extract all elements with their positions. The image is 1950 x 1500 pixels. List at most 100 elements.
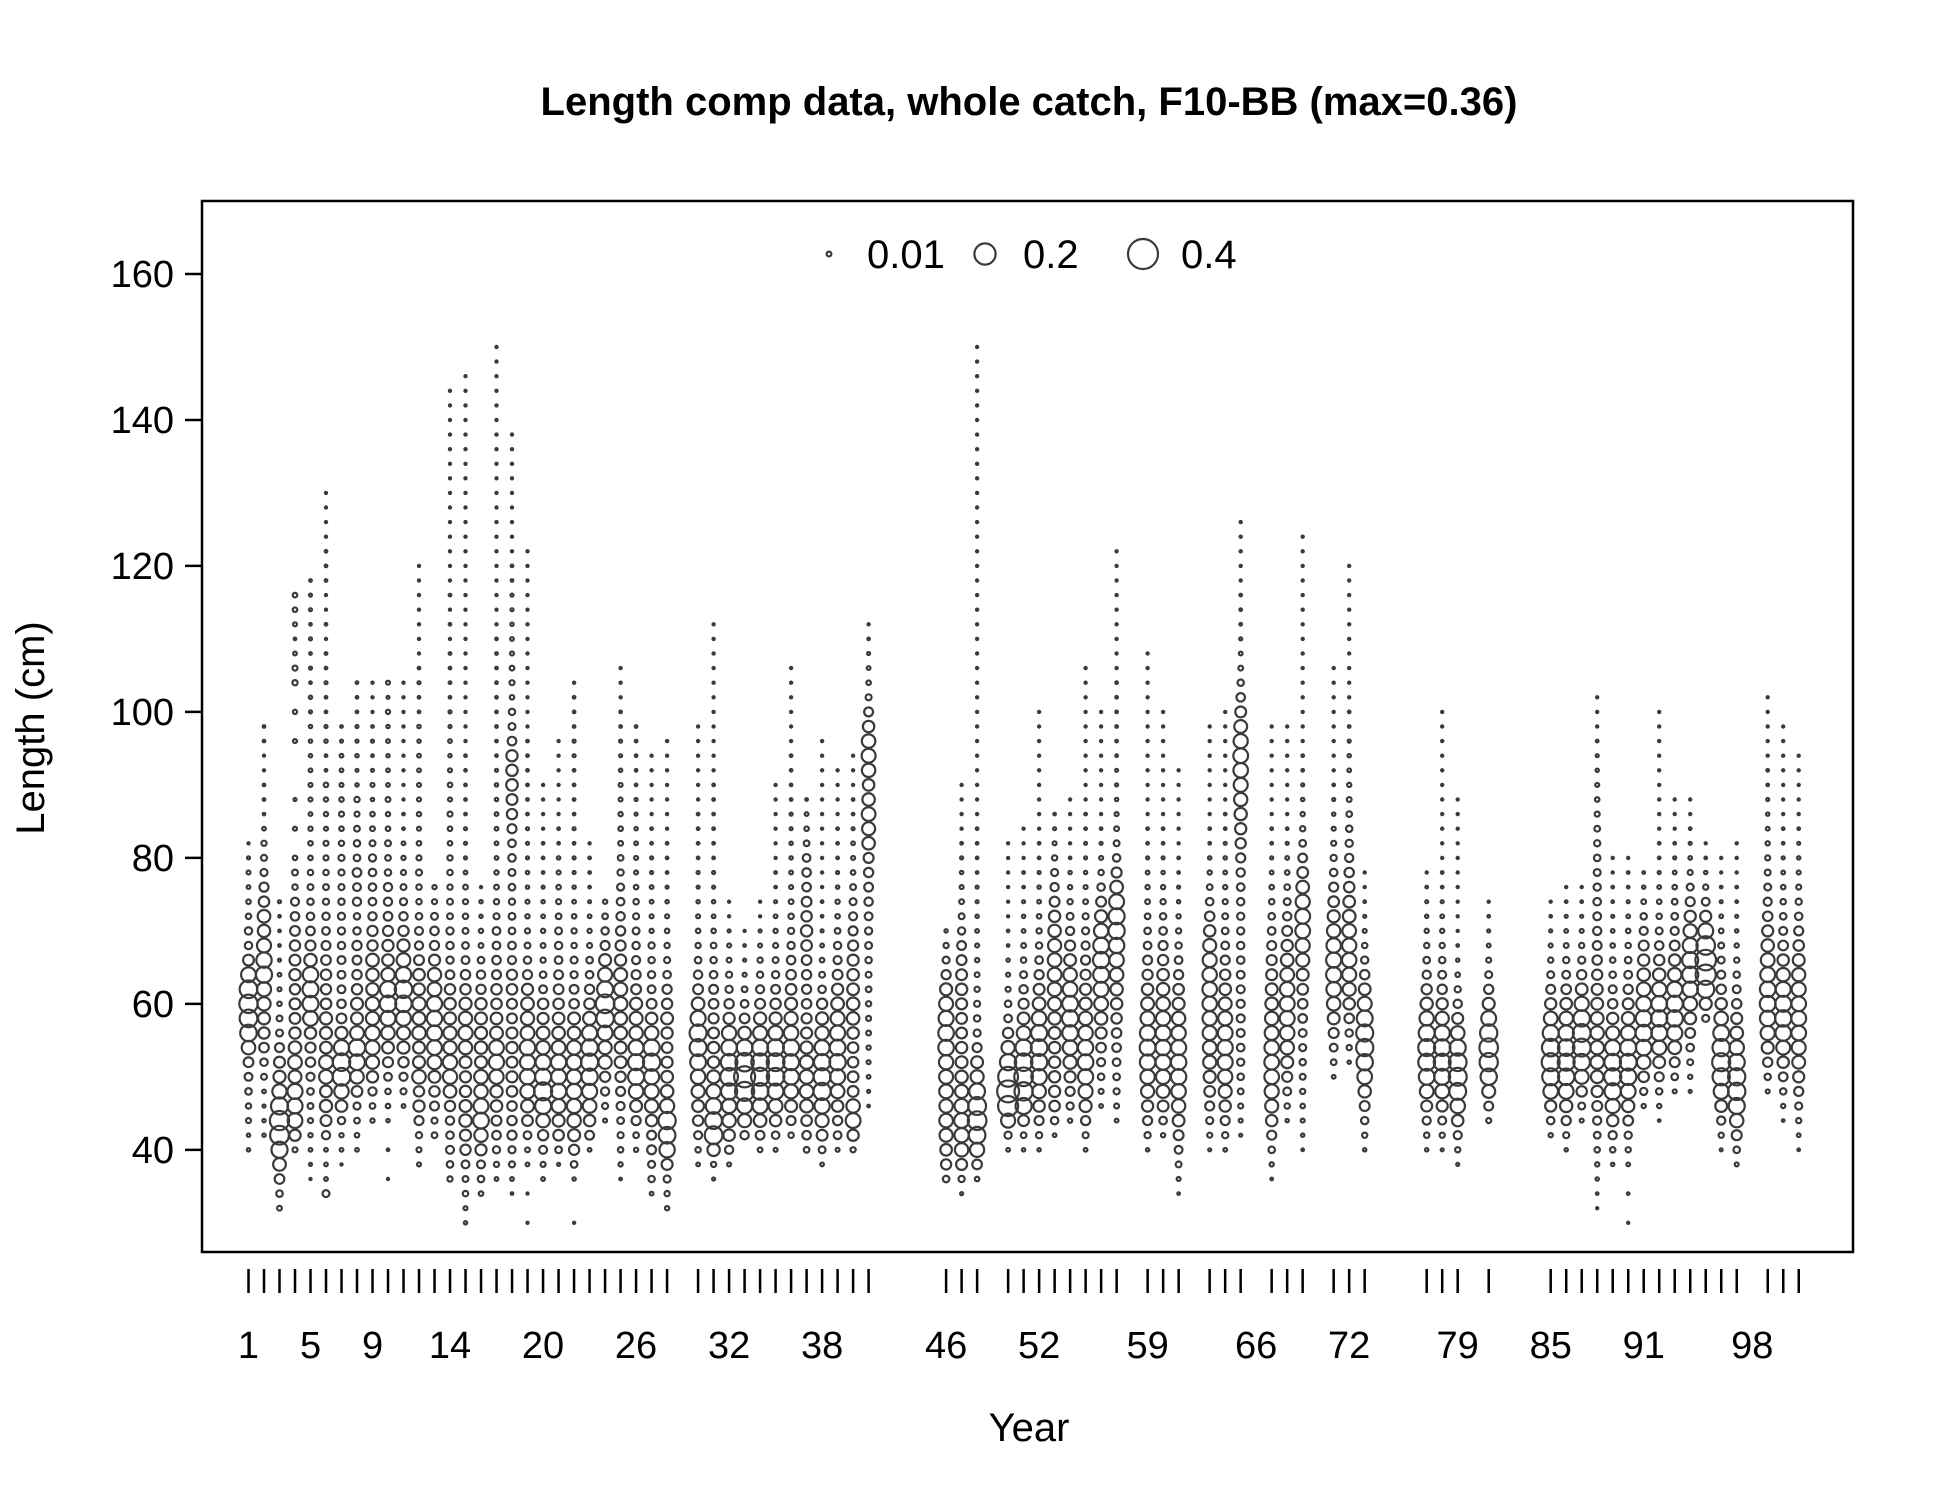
- bubble: [658, 1141, 676, 1159]
- bubble: [660, 1055, 674, 1069]
- bubble: [1702, 869, 1709, 876]
- bubble: [307, 781, 314, 788]
- bubble: [306, 868, 315, 877]
- bubble: [1283, 1102, 1292, 1110]
- bubble: [411, 996, 427, 1012]
- bubble: [1579, 899, 1585, 905]
- bubble: [773, 884, 778, 890]
- bubble: [973, 956, 981, 964]
- year-97-bubbles: [1726, 841, 1747, 1168]
- bubble: [1439, 913, 1446, 920]
- bubble: [1699, 909, 1713, 923]
- bubble: [1780, 738, 1786, 744]
- bubble: [1346, 709, 1352, 715]
- bubble: [337, 839, 346, 848]
- bubble: [1083, 797, 1088, 802]
- bubble: [1561, 969, 1572, 980]
- bubble: [646, 1129, 658, 1141]
- bubble: [1453, 985, 1462, 994]
- bubble: [307, 1161, 314, 1168]
- bubble: [491, 925, 502, 936]
- bubble: [1093, 909, 1109, 924]
- year-28-bubbles: [657, 738, 677, 1212]
- bubble: [1765, 724, 1770, 729]
- bubble: [494, 432, 499, 437]
- bubble: [291, 664, 299, 672]
- bubble: [1049, 867, 1060, 878]
- bubble: [289, 924, 301, 937]
- bubble: [1066, 898, 1074, 906]
- bubble: [1439, 709, 1445, 715]
- bubble: [463, 797, 468, 802]
- bubble: [1267, 911, 1277, 921]
- bubble: [772, 899, 779, 905]
- chart-title: Length comp data, whole catch, F10-BB (m…: [541, 80, 1518, 124]
- bubble: [1607, 1129, 1618, 1141]
- bubble: [711, 636, 716, 642]
- bubble: [818, 956, 826, 964]
- bubble: [385, 1147, 391, 1153]
- bubble: [1281, 924, 1294, 937]
- bubble: [630, 954, 642, 966]
- bubble: [569, 970, 579, 980]
- bubble: [493, 767, 500, 773]
- bubble: [613, 1025, 629, 1041]
- bubble: [445, 940, 455, 951]
- bubble: [354, 723, 360, 730]
- bubble: [1204, 896, 1215, 907]
- y-tick-label: 60: [132, 984, 174, 1026]
- bubble: [567, 1011, 582, 1026]
- bubble: [1622, 983, 1634, 996]
- bubble: [1713, 1010, 1730, 1027]
- bubble: [1422, 1131, 1431, 1140]
- bubble: [1450, 1113, 1465, 1128]
- bubble: [1703, 855, 1709, 861]
- bubble: [1218, 968, 1232, 981]
- bubble: [1592, 911, 1603, 922]
- bubble: [245, 898, 252, 906]
- x-tick-label: 38: [801, 1325, 843, 1367]
- bubble: [865, 1014, 873, 1022]
- bubble: [1684, 896, 1696, 908]
- x-tick-label: 46: [925, 1325, 967, 1367]
- bubble: [972, 999, 982, 1008]
- bubble: [276, 986, 283, 993]
- bubble: [1145, 709, 1150, 715]
- bubble: [864, 985, 873, 994]
- bubble: [1083, 665, 1088, 671]
- bubble: [292, 636, 298, 642]
- bubble: [321, 911, 331, 922]
- bubble: [256, 1011, 272, 1026]
- bubble: [308, 621, 313, 627]
- bubble: [1113, 782, 1120, 788]
- bubble: [1715, 983, 1728, 996]
- bubble: [958, 1190, 965, 1197]
- year-40-bubbles: [844, 753, 862, 1154]
- bubble: [337, 853, 346, 863]
- bubble: [307, 752, 314, 759]
- bubble: [1594, 767, 1600, 774]
- bubble: [1217, 996, 1233, 1012]
- bubble: [1218, 982, 1233, 997]
- bubble: [1357, 982, 1372, 997]
- bubble: [1269, 797, 1274, 802]
- bubble: [306, 1117, 315, 1125]
- bubble: [508, 679, 516, 687]
- bubble: [772, 941, 780, 950]
- bubble: [664, 826, 670, 831]
- bubble: [1036, 738, 1042, 744]
- bubble: [695, 811, 701, 817]
- bubble: [725, 956, 733, 964]
- bubble: [1592, 882, 1602, 892]
- bubble: [463, 665, 468, 671]
- bubble: [416, 622, 422, 627]
- bubble: [1328, 867, 1339, 878]
- bubble: [726, 1161, 733, 1168]
- bubble: [525, 549, 530, 554]
- bubble: [493, 811, 500, 818]
- bubble: [1221, 912, 1230, 921]
- bubble: [616, 1116, 626, 1126]
- bubble: [598, 1070, 612, 1083]
- bubble: [1298, 838, 1308, 848]
- bubble: [1048, 895, 1061, 908]
